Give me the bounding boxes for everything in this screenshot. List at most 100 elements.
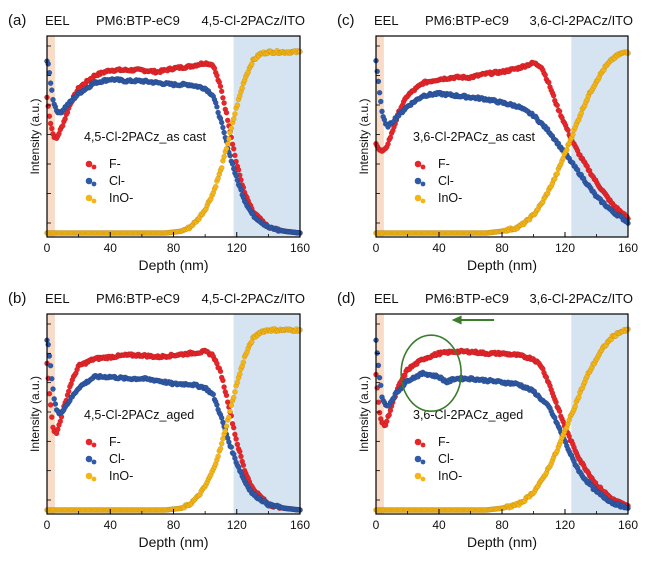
legend-marker bbox=[420, 164, 426, 170]
data-point bbox=[240, 359, 247, 366]
x-tick-label: 80 bbox=[495, 241, 509, 255]
data-point bbox=[221, 100, 227, 106]
legend-marker bbox=[85, 160, 93, 168]
data-point bbox=[217, 445, 224, 452]
data-point bbox=[554, 102, 561, 109]
series-cl bbox=[373, 57, 631, 226]
panel-b: 0 40 80 120 160 Depth (nm) Intensity (a.u.) (b)… bbox=[8, 290, 310, 550]
data-point bbox=[572, 403, 579, 410]
sample-annotation: 3,6-Cl-2PACz_as cast bbox=[413, 130, 536, 144]
data-point bbox=[240, 462, 247, 469]
legend-marker bbox=[420, 198, 426, 204]
legend-label: Cl- bbox=[438, 174, 454, 188]
legend-label: F- bbox=[438, 157, 450, 171]
x-tick-label: 120 bbox=[227, 241, 247, 255]
x-tick-label: 80 bbox=[495, 518, 509, 532]
data-point bbox=[218, 88, 225, 95]
legend-marker bbox=[420, 442, 426, 448]
data-point bbox=[228, 444, 235, 450]
y-axis-label: Intensity (a.u.) bbox=[357, 376, 371, 452]
data-point bbox=[232, 111, 238, 117]
x-tick-label: 40 bbox=[432, 518, 446, 532]
data-point bbox=[217, 83, 224, 90]
header-substrate: 3,6-Cl-2PACz/ITO bbox=[529, 291, 633, 306]
panel-label: (c) bbox=[337, 12, 355, 29]
shaded-region-ito bbox=[571, 314, 628, 514]
data-point bbox=[218, 119, 225, 126]
x-axis-label: Depth (nm) bbox=[138, 257, 208, 273]
data-point bbox=[221, 153, 227, 160]
panel-a: 0 40 80 120 160 Depth (nm) Intensity (a.u.) (a)… bbox=[8, 12, 310, 273]
data-point bbox=[550, 92, 557, 99]
shaded-region-eel bbox=[376, 36, 384, 237]
data-point bbox=[65, 388, 72, 395]
data-point bbox=[376, 409, 383, 416]
series-cl bbox=[44, 337, 303, 513]
data-point bbox=[546, 79, 552, 86]
data-point bbox=[218, 440, 225, 447]
y-axis-label: Intensity (a.u.) bbox=[28, 98, 42, 174]
data-point bbox=[230, 116, 237, 122]
legend-marker bbox=[91, 164, 97, 170]
data-point bbox=[217, 368, 224, 375]
data-point bbox=[376, 374, 383, 381]
data-point bbox=[224, 140, 231, 147]
legend-label: F- bbox=[438, 435, 450, 449]
series-ino bbox=[373, 49, 631, 236]
data-point bbox=[223, 145, 230, 152]
legend-marker bbox=[414, 472, 422, 480]
data-point bbox=[224, 117, 231, 124]
data-point bbox=[229, 141, 236, 147]
data-point bbox=[239, 85, 245, 91]
header-eel: EEL bbox=[45, 291, 70, 306]
legend-marker bbox=[414, 160, 422, 168]
data-point bbox=[49, 87, 55, 93]
data-point bbox=[248, 61, 255, 67]
data-point bbox=[223, 423, 230, 430]
data-point bbox=[236, 371, 243, 377]
data-point bbox=[222, 428, 229, 434]
header-eel: EEL bbox=[374, 13, 399, 28]
x-tick-label: 0 bbox=[44, 241, 51, 255]
x-tick-label: 160 bbox=[290, 241, 310, 255]
legend-label: InO- bbox=[438, 191, 462, 205]
legend-label: InO- bbox=[109, 191, 133, 205]
data-point bbox=[218, 164, 225, 171]
x-tick-label: 120 bbox=[555, 518, 575, 532]
data-point bbox=[214, 402, 220, 408]
data-point bbox=[220, 124, 226, 131]
data-point bbox=[232, 152, 238, 159]
legend-marker bbox=[414, 177, 422, 185]
legend-marker bbox=[91, 476, 97, 482]
x-axis-label: Depth (nm) bbox=[467, 534, 537, 550]
data-point bbox=[230, 394, 237, 401]
data-point bbox=[232, 389, 238, 395]
panel-label: (b) bbox=[8, 290, 26, 307]
data-point bbox=[230, 424, 237, 431]
legend-marker bbox=[85, 438, 93, 446]
header-active-layer: PM6:BTP-eC9 bbox=[425, 291, 509, 306]
data-point bbox=[45, 61, 52, 67]
data-point bbox=[376, 89, 383, 96]
x-tick-label: 80 bbox=[167, 241, 181, 255]
data-point bbox=[233, 436, 239, 442]
data-point bbox=[227, 408, 233, 415]
data-point bbox=[45, 103, 52, 109]
header-eel: EEL bbox=[374, 291, 399, 306]
header-active-layer: PM6:BTP-eC9 bbox=[96, 291, 180, 306]
header-eel: EEL bbox=[45, 13, 70, 28]
data-point bbox=[214, 72, 220, 79]
shaded-region-eel bbox=[47, 314, 55, 514]
panel-d: 0 40 80 120 160 Depth (nm) Intensity (a.u.) (d)… bbox=[337, 290, 638, 550]
legend-label: Cl- bbox=[109, 452, 125, 466]
data-point bbox=[50, 386, 56, 392]
series-ino bbox=[44, 326, 303, 513]
y-axis-label: Intensity (a.u.) bbox=[357, 98, 371, 174]
x-tick-label: 40 bbox=[432, 241, 446, 255]
legend-marker bbox=[85, 455, 93, 463]
data-point bbox=[57, 418, 64, 425]
data-point bbox=[377, 98, 384, 105]
x-tick-label: 160 bbox=[618, 241, 638, 255]
sample-annotation: 3,6-Cl-2PACz_aged bbox=[413, 408, 523, 422]
legend-marker bbox=[420, 476, 426, 482]
